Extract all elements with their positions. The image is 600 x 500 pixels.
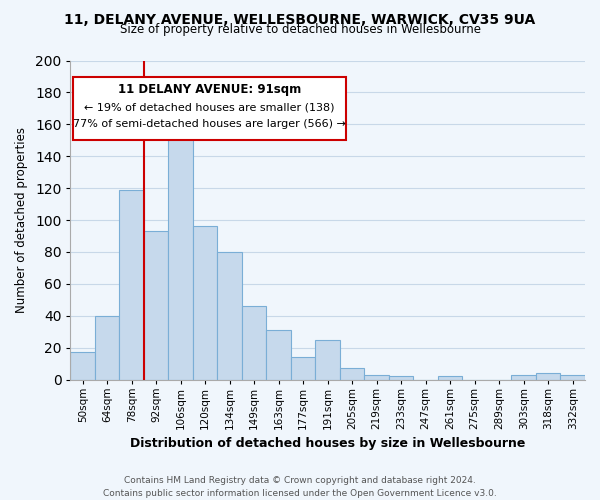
Bar: [340, 368, 364, 380]
Text: 11, DELANY AVENUE, WELLESBOURNE, WARWICK, CV35 9UA: 11, DELANY AVENUE, WELLESBOURNE, WARWICK…: [64, 12, 536, 26]
Bar: [389, 376, 413, 380]
Bar: [95, 316, 119, 380]
Bar: [364, 375, 389, 380]
Text: 77% of semi-detached houses are larger (566) →: 77% of semi-detached houses are larger (…: [73, 120, 346, 130]
Bar: [291, 358, 316, 380]
Text: 11 DELANY AVENUE: 91sqm: 11 DELANY AVENUE: 91sqm: [118, 84, 301, 96]
Bar: [144, 231, 169, 380]
Bar: [193, 226, 217, 380]
Bar: [511, 375, 536, 380]
Bar: [242, 306, 266, 380]
Bar: [70, 352, 95, 380]
Bar: [438, 376, 463, 380]
Text: Contains HM Land Registry data © Crown copyright and database right 2024.
Contai: Contains HM Land Registry data © Crown c…: [103, 476, 497, 498]
Bar: [316, 340, 340, 380]
Bar: [119, 190, 144, 380]
Y-axis label: Number of detached properties: Number of detached properties: [15, 127, 28, 313]
Bar: [169, 113, 193, 380]
Text: ← 19% of detached houses are smaller (138): ← 19% of detached houses are smaller (13…: [84, 102, 335, 112]
Bar: [536, 373, 560, 380]
Bar: [560, 375, 585, 380]
Bar: [217, 252, 242, 380]
Text: Size of property relative to detached houses in Wellesbourne: Size of property relative to detached ho…: [119, 22, 481, 36]
X-axis label: Distribution of detached houses by size in Wellesbourne: Distribution of detached houses by size …: [130, 437, 526, 450]
Bar: [266, 330, 291, 380]
